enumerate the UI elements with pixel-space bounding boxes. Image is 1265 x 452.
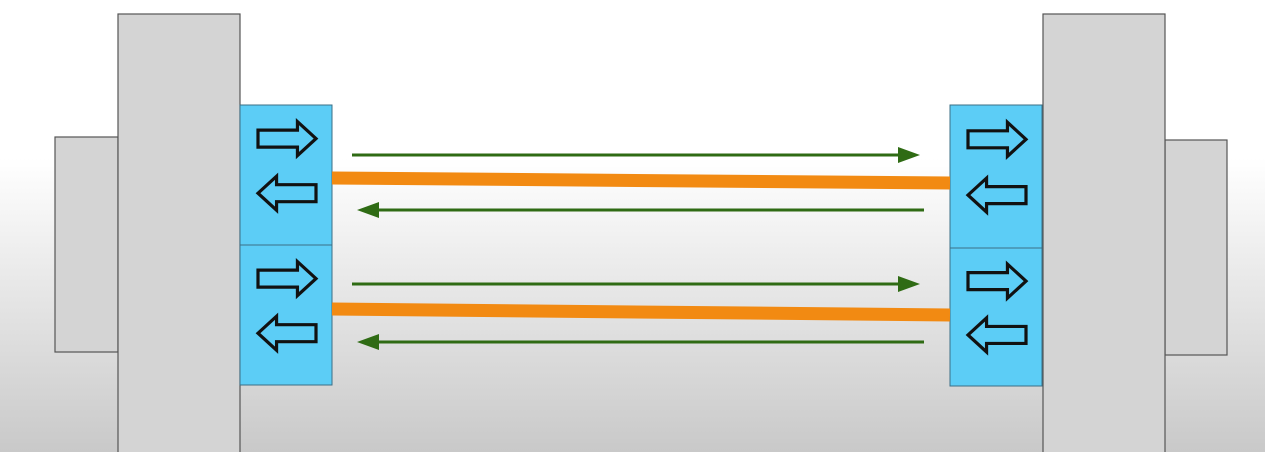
left-port-2	[239, 244, 333, 386]
bidirectional-arrows-icon	[965, 260, 1029, 356]
right-device-flange	[1164, 139, 1228, 356]
left-device-body	[117, 13, 241, 452]
right-port-2	[949, 247, 1043, 387]
left-port-1	[239, 104, 333, 246]
bidirectional-arrows-icon	[255, 117, 319, 214]
left-arrow-icon	[965, 174, 1028, 216]
link-2-signal-left-to-right-arrowhead-icon	[898, 276, 920, 292]
link-1	[331, 147, 951, 218]
right-arrow-icon	[256, 257, 319, 300]
right-device-body	[1042, 13, 1166, 452]
left-device	[54, 13, 241, 452]
right-device	[1042, 13, 1228, 452]
right-arrow-icon	[966, 118, 1029, 160]
bidirectional-arrows-icon	[965, 118, 1029, 216]
left-device-flange	[54, 136, 119, 353]
right-port-1-face	[949, 104, 1043, 249]
link-2-cable	[331, 302, 951, 322]
left-arrow-icon	[255, 172, 318, 214]
link-1-signal-left-to-right-arrowhead-icon	[898, 147, 920, 163]
right-arrow-icon	[256, 117, 319, 160]
bidirectional-arrows-icon	[255, 257, 319, 354]
link-2-signal-right-to-left-arrowhead-icon	[357, 334, 379, 350]
link-2	[331, 276, 951, 350]
left-arrow-icon	[965, 314, 1028, 356]
right-port-2-face	[949, 247, 1043, 387]
right-arrow-icon	[966, 260, 1029, 302]
right-port-1	[949, 104, 1043, 249]
left-port-1-face	[239, 104, 333, 246]
left-arrow-icon	[255, 312, 318, 354]
link-1-signal-right-to-left-arrowhead-icon	[357, 202, 379, 218]
link-1-cable	[331, 171, 951, 190]
left-port-2-face	[239, 244, 333, 386]
